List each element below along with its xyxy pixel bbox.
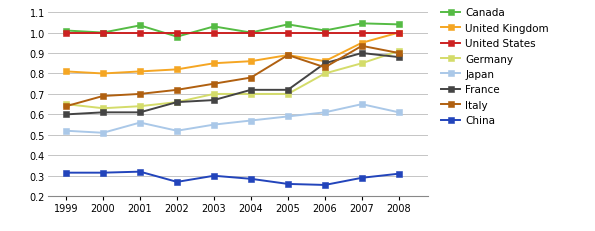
Legend: Canada, United Kingdom, United States, Germany, Japan, France, Italy, China: Canada, United Kingdom, United States, G… [441, 8, 549, 126]
